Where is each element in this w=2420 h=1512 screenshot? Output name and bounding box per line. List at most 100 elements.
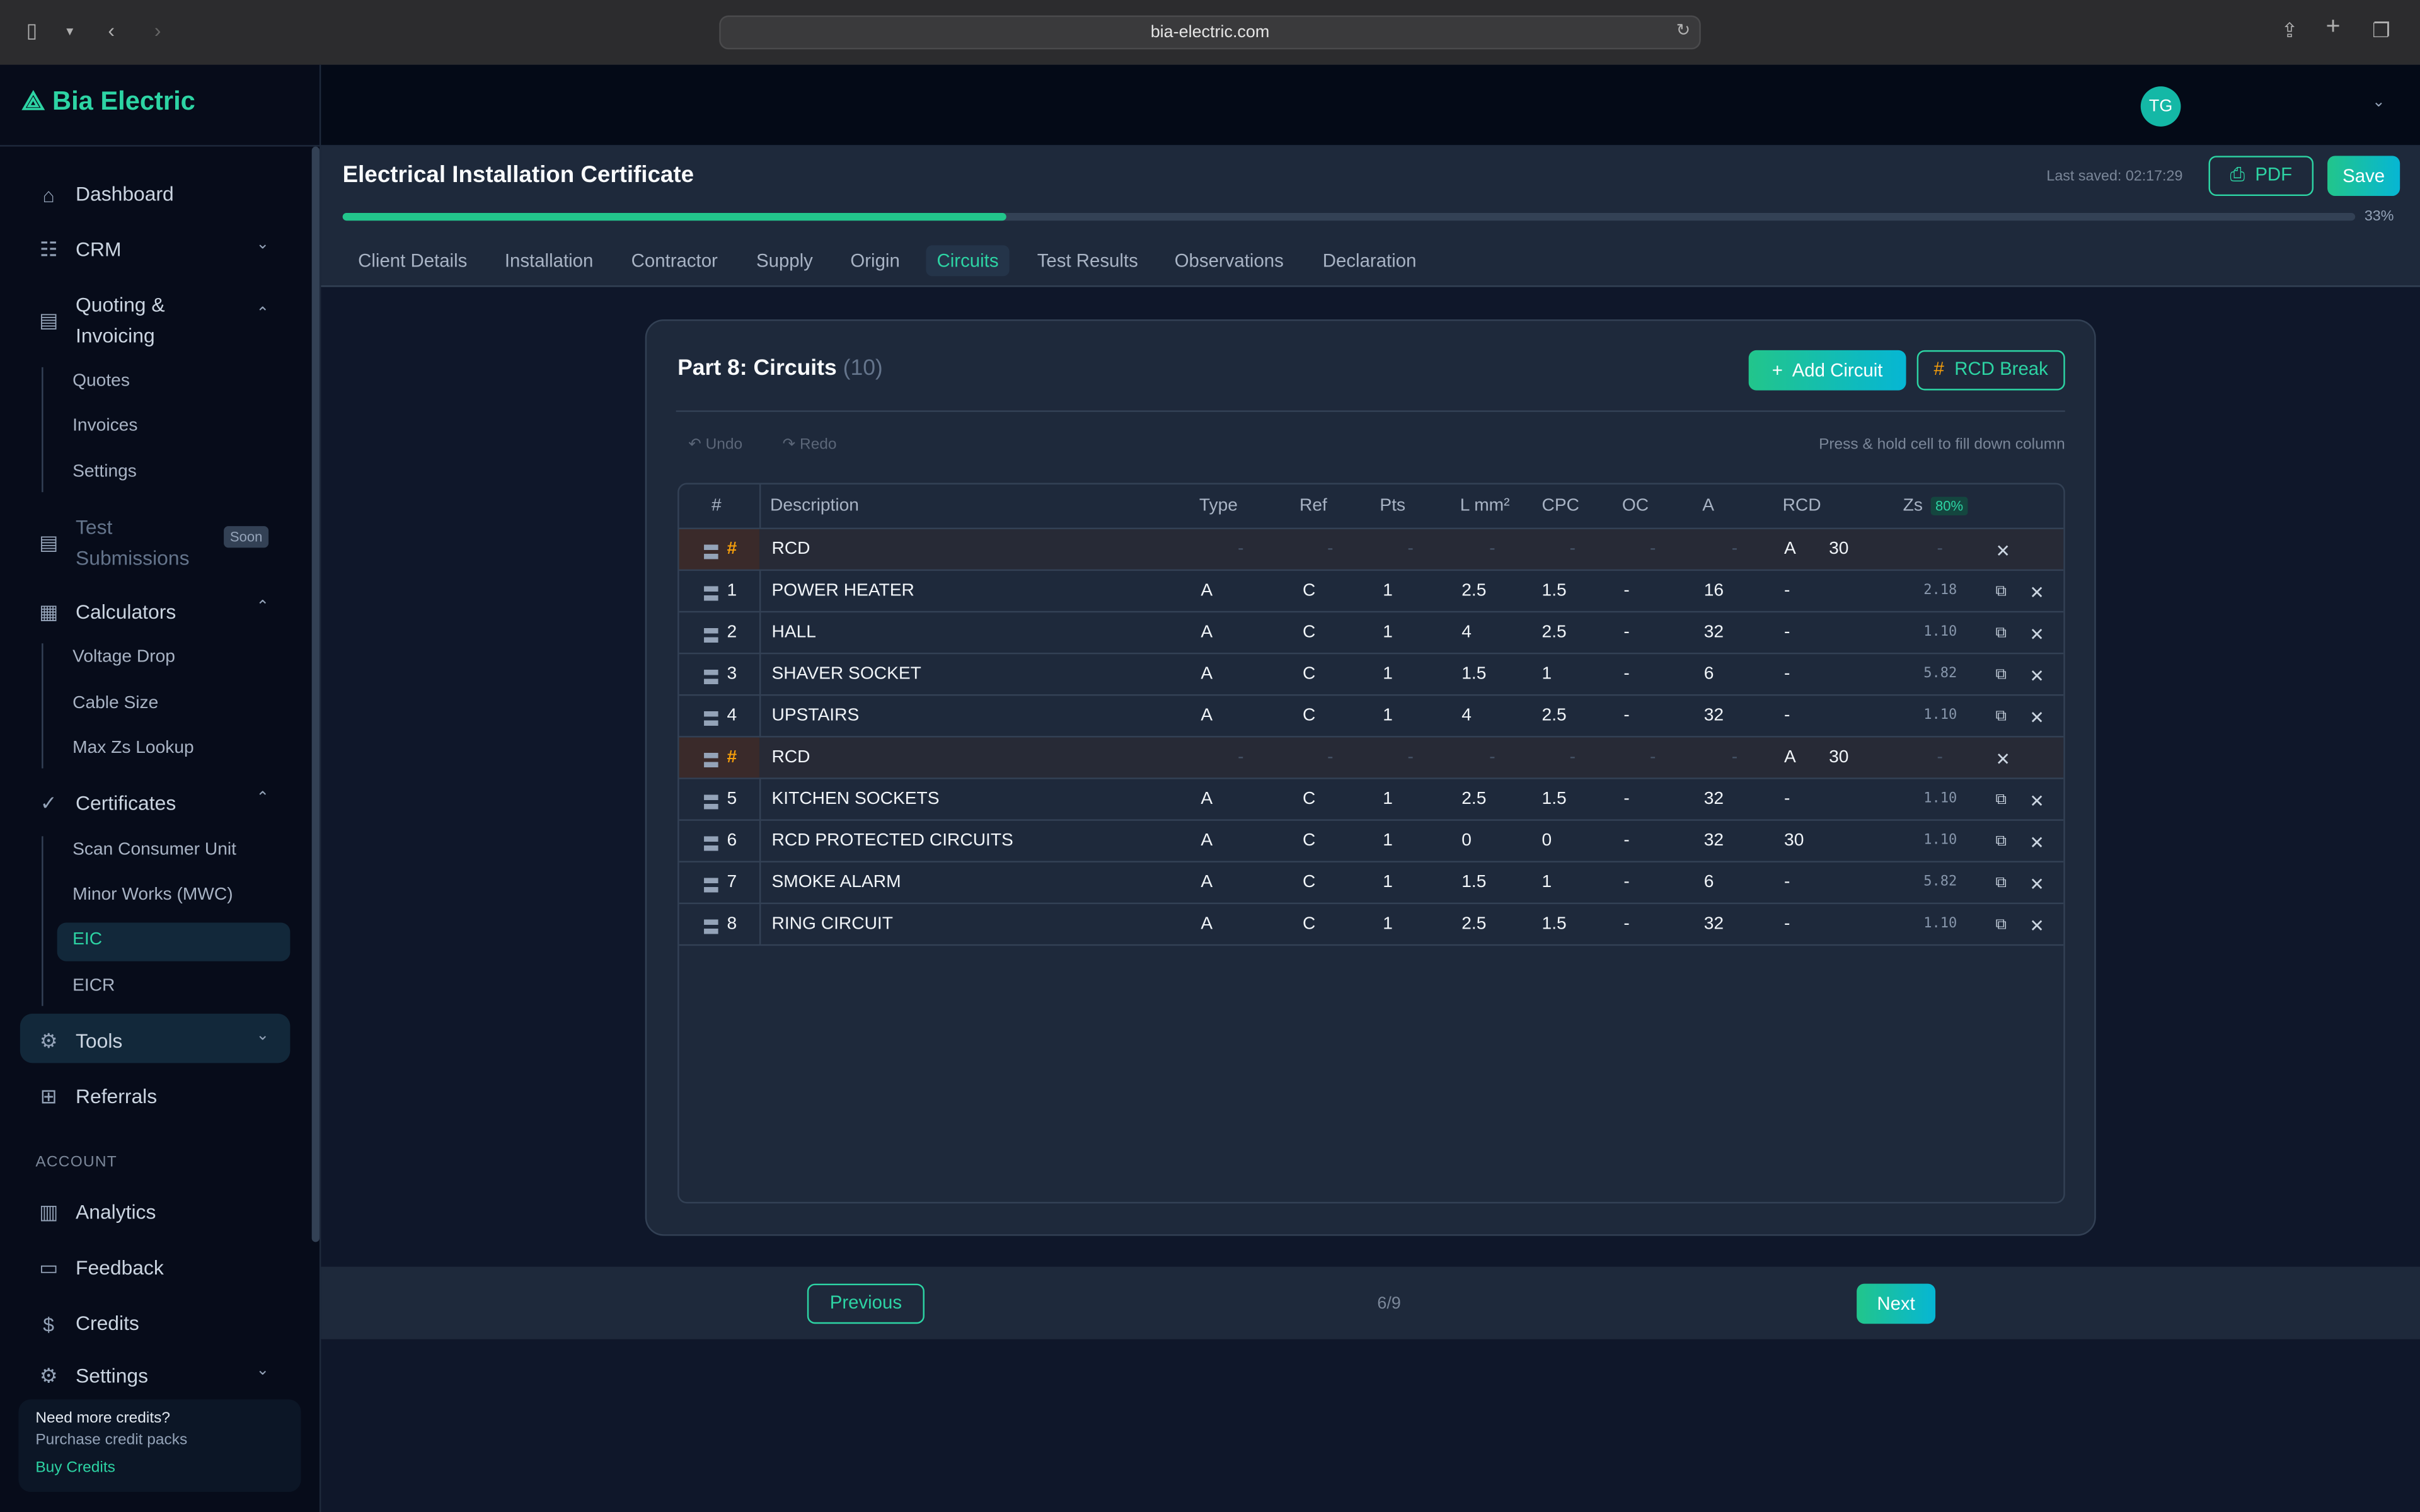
tab-contractor[interactable]: Contractor: [631, 249, 718, 272]
sidebar-item-credits[interactable]: $ Credits: [37, 1309, 139, 1339]
rcd-rating-cell[interactable]: 30: [1829, 540, 1849, 559]
table-row[interactable]: 〓 2 HALL A C 1 4 2.5 - 32 - 1.10 ⧉ ✕: [679, 612, 2064, 655]
description-cell[interactable]: UPSTAIRS: [771, 706, 860, 726]
tab-client-details[interactable]: Client Details: [358, 249, 468, 272]
rcd-type-cell[interactable]: A: [1784, 748, 1796, 767]
undo-button[interactable]: ↶ Undo: [688, 437, 743, 454]
cpc-cell[interactable]: 1.5: [1541, 789, 1567, 809]
l-cell[interactable]: 4: [1461, 623, 1472, 642]
sidebar-subitem[interactable]: Invoices: [72, 416, 138, 435]
oc-cell[interactable]: -: [1623, 581, 1630, 600]
copy-icon[interactable]: ⧉: [1995, 833, 2007, 850]
copy-icon[interactable]: ⧉: [1995, 708, 2007, 726]
l-cell[interactable]: 2.5: [1461, 915, 1487, 934]
pts-cell[interactable]: 1: [1383, 789, 1393, 809]
reload-icon[interactable]: ↻: [1676, 21, 1691, 40]
a-cell[interactable]: 6: [1703, 873, 1714, 892]
cpc-cell[interactable]: 1: [1541, 873, 1552, 892]
sidebar-subitem[interactable]: Settings: [72, 462, 137, 482]
sidebar-subitem[interactable]: Cable Size: [72, 694, 159, 713]
tab-declaration[interactable]: Declaration: [1322, 249, 1417, 272]
description-cell[interactable]: RING CIRCUIT: [771, 915, 893, 934]
drag-handle-icon[interactable]: 〓: [702, 711, 720, 730]
sidebar-subitem[interactable]: EICR: [72, 976, 115, 995]
drag-handle-icon[interactable]: 〓: [702, 586, 720, 605]
ref-cell[interactable]: C: [1302, 581, 1316, 600]
sidebar-subitem[interactable]: Scan Consumer Unit: [72, 840, 236, 860]
rcd-type-cell[interactable]: A: [1784, 540, 1796, 559]
rcd-cell[interactable]: -: [1784, 915, 1790, 934]
table-row[interactable]: 〓 6 RCD PROTECTED CIRCUITS A C 1 0 0 - 32 30 1.10 ⧉ ✕: [679, 821, 2064, 862]
oc-cell[interactable]: -: [1623, 873, 1630, 892]
oc-cell[interactable]: -: [1623, 665, 1630, 684]
sidebar-item-certificates[interactable]: ✓ Certificates: [37, 788, 176, 819]
ref-cell[interactable]: C: [1302, 665, 1316, 684]
address-bar[interactable]: bia-electric.com: [719, 15, 1701, 50]
a-cell[interactable]: 32: [1703, 789, 1724, 809]
l-cell[interactable]: 1.5: [1461, 873, 1487, 892]
description-cell[interactable]: RCD PROTECTED CIRCUITS: [771, 832, 1013, 850]
tab-observations[interactable]: Observations: [1174, 249, 1284, 272]
sidebar-item-settings[interactable]: ⚙ Settings: [37, 1361, 148, 1392]
buy-credits-link[interactable]: Buy Credits: [35, 1459, 115, 1477]
oc-cell[interactable]: -: [1623, 789, 1630, 809]
tab-test-results[interactable]: Test Results: [1037, 249, 1138, 272]
l-cell[interactable]: 0: [1461, 832, 1472, 850]
description-cell[interactable]: HALL: [771, 623, 816, 642]
l-cell[interactable]: 2.5: [1461, 789, 1487, 809]
table-row[interactable]: 〓 1 POWER HEATER A C 1 2.5 1.5 - 16 - 2.18 ⧉ ✕: [679, 571, 2064, 613]
copy-icon[interactable]: ⧉: [1995, 583, 2007, 600]
rcd-cell[interactable]: -: [1784, 581, 1790, 600]
tabs-overview-icon[interactable]: ❐: [2372, 18, 2390, 42]
avatar[interactable]: TG: [2140, 86, 2181, 127]
delete-icon[interactable]: ✕: [2029, 876, 2045, 895]
sidebar-subitem[interactable]: Minor Works (MWC): [72, 885, 233, 905]
back-icon[interactable]: ‹: [108, 18, 115, 42]
chevron-icon[interactable]: ⌃: [256, 598, 270, 616]
delete-icon[interactable]: ✕: [2029, 709, 2045, 728]
pts-cell[interactable]: 1: [1383, 873, 1393, 892]
l-cell[interactable]: 2.5: [1461, 581, 1487, 600]
rcd-break-button[interactable]: # RCD Break: [1916, 350, 2065, 391]
drag-handle-icon[interactable]: 〓: [702, 836, 720, 855]
table-row[interactable]: 〓 8 RING CIRCUIT A C 1 2.5 1.5 - 32 - 1.10 ⧉ ✕: [679, 904, 2064, 946]
rcd-cell[interactable]: 30: [1784, 832, 1804, 850]
delete-icon[interactable]: ✕: [2029, 918, 2045, 937]
l-cell[interactable]: 4: [1461, 706, 1472, 726]
a-cell[interactable]: 32: [1703, 623, 1724, 642]
type-cell[interactable]: A: [1201, 706, 1213, 726]
sidebar-item-tools[interactable]: ⚙ Tools: [37, 1026, 122, 1057]
rcd-cell[interactable]: -: [1784, 873, 1790, 892]
delete-icon[interactable]: ✕: [2029, 793, 2045, 812]
chevron-icon[interactable]: ⌃: [256, 305, 270, 323]
tab-installation[interactable]: Installation: [504, 249, 594, 272]
type-cell[interactable]: A: [1201, 873, 1213, 892]
chevron-icon[interactable]: ⌃: [256, 789, 270, 807]
delete-icon[interactable]: ✕: [2029, 834, 2045, 854]
sidebar-item-test[interactable]: ▤ Test Submissions: [37, 512, 189, 574]
pts-cell[interactable]: 1: [1383, 706, 1393, 726]
a-cell[interactable]: 32: [1703, 915, 1724, 934]
type-cell[interactable]: A: [1201, 581, 1213, 600]
drag-handle-icon[interactable]: 〓: [702, 878, 720, 896]
type-cell[interactable]: A: [1201, 665, 1213, 684]
delete-icon[interactable]: ✕: [2029, 626, 2045, 645]
copy-icon[interactable]: ⧉: [1995, 666, 2007, 684]
rcd-break-row[interactable]: 〓 # RCD - - - - - - - - A 30 ✕: [679, 737, 2064, 779]
chevron-icon[interactable]: ⌄: [256, 1028, 270, 1045]
logo[interactable]: ⟁ Bia Electric: [21, 86, 195, 117]
tab-origin[interactable]: Origin: [850, 249, 900, 272]
redo-button[interactable]: ↷ Redo: [782, 437, 837, 454]
a-cell[interactable]: 6: [1703, 665, 1714, 684]
drag-handle-icon[interactable]: 〓: [702, 669, 720, 689]
tab-circuits[interactable]: Circuits: [926, 245, 1010, 277]
a-cell[interactable]: 32: [1703, 706, 1724, 726]
description-cell[interactable]: RCD: [771, 748, 810, 767]
sidebar-item-quoting[interactable]: ▤ Quoting & Invoicing: [37, 290, 165, 352]
sidebar-item-dashboard[interactable]: ⌂ Dashboard: [37, 179, 174, 210]
sidebar-subitem[interactable]: EIC: [72, 930, 103, 949]
table-row[interactable]: 〓 5 KITCHEN SOCKETS A C 1 2.5 1.5 - 32 - 1.10 ⧉ ✕: [679, 779, 2064, 821]
pts-cell[interactable]: 1: [1383, 832, 1393, 850]
previous-button[interactable]: Previous: [807, 1283, 925, 1324]
drag-handle-icon[interactable]: 〓: [702, 544, 720, 563]
